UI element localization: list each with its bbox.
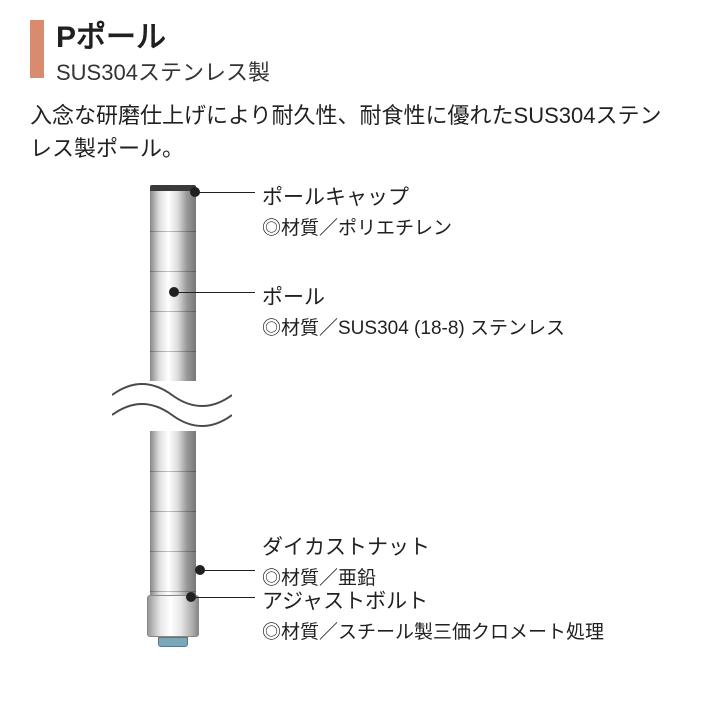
callout-material: ◎材質／ポリエチレン xyxy=(262,213,452,240)
callout-label: ポール xyxy=(262,281,565,311)
description-text: 入念な研磨仕上げにより耐久性、耐食性に優れたSUS304ステンレス製ポール。 xyxy=(30,99,680,165)
callout-text: ポール◎材質／SUS304 (18-8) ステンレス xyxy=(262,281,565,340)
callout-line xyxy=(174,292,255,294)
page-title: Pポール xyxy=(56,20,270,56)
pole-illustration xyxy=(150,185,196,645)
callout-line xyxy=(191,597,255,599)
adjust-bolt-graphic xyxy=(158,637,188,647)
accent-bar xyxy=(30,20,44,78)
diagram-area: ポールキャップ◎材質／ポリエチレンポール◎材質／SUS304 (18-8) ステ… xyxy=(30,185,680,685)
title-block: Pポール SUS304ステンレス製 xyxy=(56,20,270,89)
callout-line xyxy=(200,570,255,572)
pole-groove xyxy=(150,511,196,512)
callout-label: ダイカストナット xyxy=(262,531,430,561)
pole-groove xyxy=(150,471,196,472)
pole-groove xyxy=(150,231,196,232)
page-subtitle: SUS304ステンレス製 xyxy=(56,58,270,89)
callout-label: ポールキャップ xyxy=(262,181,452,211)
callout-line xyxy=(195,192,255,194)
callout-material: ◎材質／SUS304 (18-8) ステンレス xyxy=(262,313,565,340)
header-block: Pポール SUS304ステンレス製 xyxy=(30,20,680,89)
pole-groove xyxy=(150,271,196,272)
pole-upper-graphic xyxy=(150,191,196,381)
callout-material: ◎材質／スチール製三価クロメート処理 xyxy=(262,617,604,644)
callout-label: アジャストボルト xyxy=(262,585,604,615)
pole-groove xyxy=(150,311,196,312)
callout-text: アジャストボルト◎材質／スチール製三価クロメート処理 xyxy=(262,585,604,644)
pole-groove xyxy=(150,551,196,552)
callout-text: ダイカストナット◎材質／亜鉛 xyxy=(262,531,430,590)
pole-groove xyxy=(150,351,196,352)
callout-text: ポールキャップ◎材質／ポリエチレン xyxy=(262,181,452,240)
pole-lower-graphic xyxy=(150,431,196,595)
